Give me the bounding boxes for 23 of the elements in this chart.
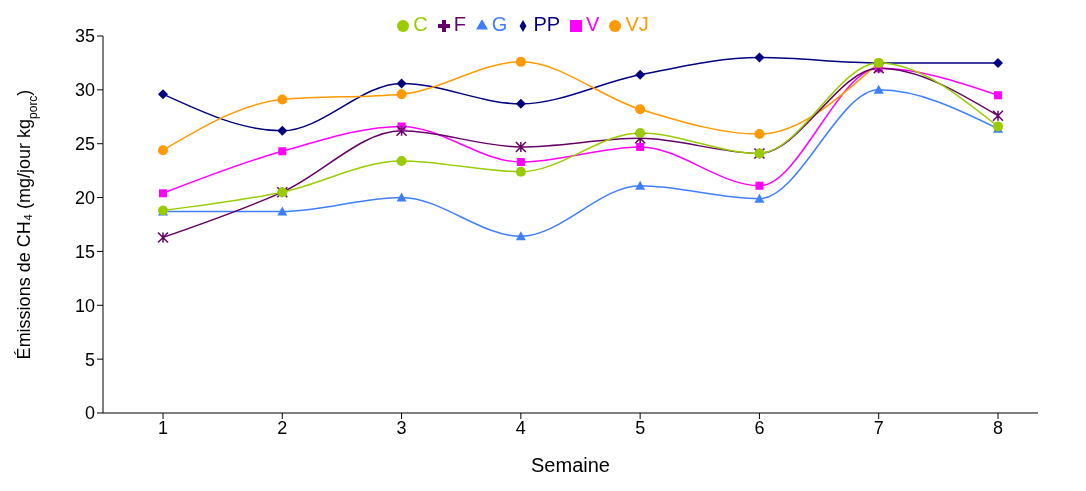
x-axis-title: Semaine — [531, 454, 610, 477]
y-tick-label: 35 — [74, 26, 95, 47]
x-tick-label: 4 — [515, 417, 526, 438]
legend-label: V — [586, 13, 600, 35]
legend-label: F — [453, 13, 466, 35]
y-tick-label: 25 — [74, 134, 95, 155]
x-tick-label: 3 — [396, 417, 407, 438]
legend-label: G — [491, 13, 508, 35]
x-tick-label: 8 — [992, 417, 1004, 438]
y-tick-label: 10 — [74, 295, 95, 316]
legend-label: PP — [533, 13, 561, 35]
y-tick-label: 20 — [74, 187, 95, 208]
y-tick-label: 30 — [74, 80, 95, 101]
legend-label: VJ — [625, 13, 649, 35]
x-tick-label: 1 — [157, 417, 169, 438]
y-tick-label: 5 — [84, 349, 95, 370]
x-tick-label: 2 — [277, 417, 288, 438]
x-tick-label: 5 — [635, 417, 646, 438]
x-tick-label: 7 — [873, 417, 884, 438]
y-tick-label: 15 — [74, 241, 95, 262]
legend-label: C — [413, 13, 428, 35]
y-tick-label: 0 — [84, 403, 95, 424]
x-tick-label: 6 — [754, 417, 765, 438]
